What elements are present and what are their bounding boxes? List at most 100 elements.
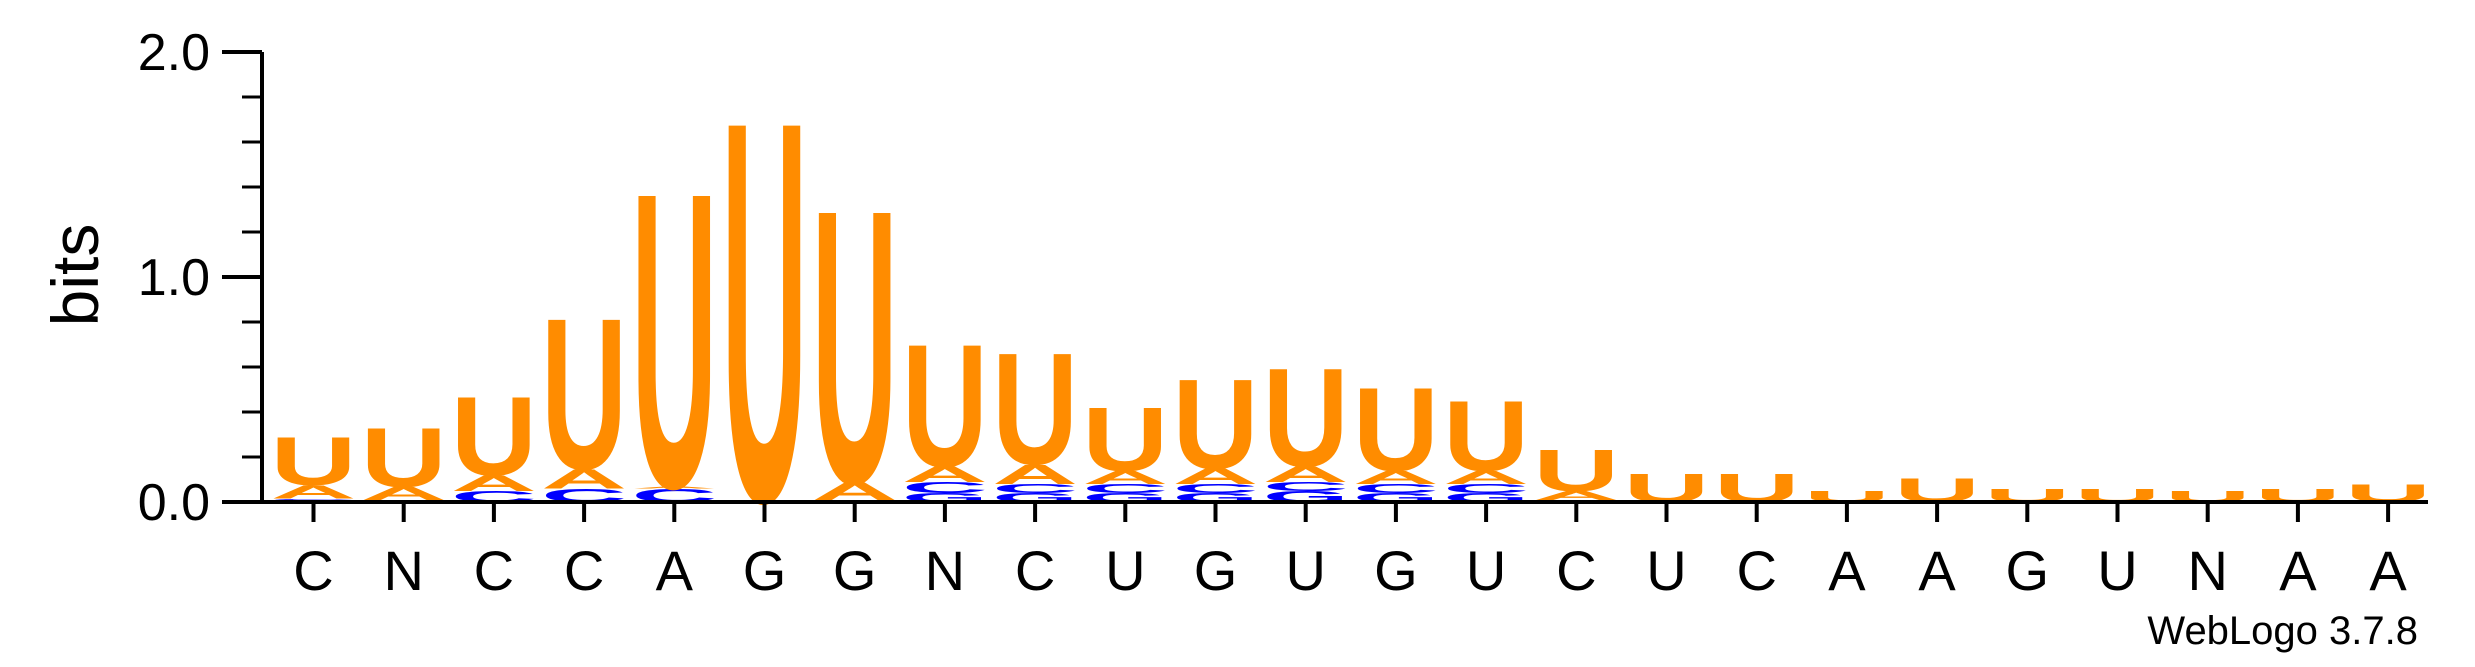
logo-glyph-c: C: [1173, 482, 1259, 496]
logo-glyph-a: A: [631, 486, 717, 489]
x-position-label: U: [2097, 539, 2137, 602]
svg-text:C: C: [1173, 482, 1259, 496]
svg-text:U: U: [1353, 364, 1439, 496]
svg-text:A: A: [541, 463, 627, 494]
logo-glyph-a: A: [992, 459, 1078, 490]
x-position-label: N: [383, 539, 423, 602]
svg-text:U: U: [451, 374, 537, 500]
svg-text:C: C: [902, 479, 988, 496]
axes-layer: 0.01.02.0C N C C A G G N C U G U G U C U C A A G U N A A: [138, 24, 2428, 602]
logo-glyph-c: C: [1082, 482, 1168, 496]
svg-text:C: C: [992, 482, 1078, 496]
x-position-label: G: [1194, 539, 1238, 602]
logo-glyph-u: U: [902, 309, 988, 504]
logo-glyph-a: A: [1173, 464, 1259, 488]
x-position-label: A: [2279, 539, 2317, 602]
logo-glyph-u: U: [1353, 364, 1439, 496]
svg-text:U: U: [902, 309, 988, 504]
logo-glyph-layer: GCAUCAUCAUCAUCAUAUCAUGCAUGCAUGCAUGCAUGCA…: [271, 7, 2432, 615]
x-position-label: C: [1736, 539, 1776, 602]
x-position-label: C: [1556, 539, 1596, 602]
logo-glyph-u: U: [451, 374, 537, 500]
x-position-label: G: [2006, 539, 2050, 602]
logo-glyph-c: C: [1263, 480, 1349, 494]
x-position-label: A: [1918, 539, 1956, 602]
svg-text:C: C: [1353, 482, 1439, 496]
x-position-label: U: [1105, 539, 1145, 602]
logo-glyph-u: U: [1263, 339, 1349, 496]
svg-text:C: C: [1443, 482, 1529, 496]
logo-glyph-u: U: [361, 410, 447, 505]
logo-glyph-c: C: [271, 498, 357, 501]
svg-text:U: U: [812, 130, 898, 566]
x-position-label: A: [2369, 539, 2407, 602]
svg-text:U: U: [541, 273, 627, 514]
svg-text:A: A: [902, 462, 988, 486]
svg-text:C: C: [1263, 480, 1349, 494]
svg-text:U: U: [992, 321, 1078, 498]
logo-glyph-u: U: [1533, 438, 1619, 504]
x-position-label: C: [1015, 539, 1055, 602]
logo-glyph-a: A: [1443, 467, 1529, 488]
svg-text:U: U: [1173, 353, 1259, 496]
logo-glyph-a: A: [1353, 467, 1439, 488]
logo-glyph-c: C: [902, 479, 988, 496]
logo-glyph-u: U: [812, 130, 898, 566]
logo-glyph-u: U: [722, 7, 808, 615]
logo-glyph-c: C: [1353, 482, 1439, 496]
x-position-label: U: [1466, 539, 1506, 602]
x-position-label: C: [564, 539, 604, 602]
y-tick-label: 2.0: [138, 24, 210, 82]
logo-glyph-u: U: [1443, 381, 1529, 493]
x-position-label: N: [925, 539, 965, 602]
svg-text:A: A: [1082, 467, 1168, 488]
x-position-label: G: [743, 539, 787, 602]
logo-glyph-a: A: [271, 482, 357, 503]
svg-text:U: U: [271, 423, 357, 500]
svg-text:U: U: [361, 410, 447, 505]
svg-text:A: A: [451, 471, 537, 495]
logo-glyph-a: A: [541, 463, 627, 494]
logo-glyph-c: C: [1443, 482, 1529, 496]
x-position-label: N: [2187, 539, 2227, 602]
svg-text:A: A: [992, 459, 1078, 490]
logo-glyph-u: U: [631, 104, 717, 576]
svg-text:A: A: [271, 482, 357, 503]
svg-text:U: U: [1533, 438, 1619, 504]
y-tick-label: 0.0: [138, 474, 210, 532]
logo-glyph-a: A: [1533, 489, 1619, 503]
svg-text:A: A: [1443, 467, 1529, 488]
logo-glyph-c: C: [992, 482, 1078, 496]
svg-text:A: A: [1533, 489, 1619, 503]
y-axis-label: bits: [38, 224, 112, 327]
svg-text:A: A: [1263, 462, 1349, 486]
svg-text:U: U: [1082, 390, 1168, 491]
svg-text:U: U: [1263, 339, 1349, 496]
y-tick-label: 1.0: [138, 249, 210, 307]
logo-glyph-u: U: [271, 423, 357, 500]
x-position-label: A: [656, 539, 694, 602]
svg-text:A: A: [1173, 464, 1259, 488]
x-position-label: U: [1646, 539, 1686, 602]
logo-glyph-a: A: [1082, 467, 1168, 488]
logo-glyph-a: A: [902, 462, 988, 486]
svg-text:A: A: [1353, 467, 1439, 488]
logo-glyph-a: A: [1263, 462, 1349, 486]
x-position-label: C: [474, 539, 514, 602]
logo-glyph-a: A: [451, 471, 537, 495]
x-position-label: G: [833, 539, 877, 602]
svg-text:A: A: [361, 483, 447, 504]
x-position-label: G: [1374, 539, 1418, 602]
x-position-label: C: [293, 539, 333, 602]
svg-text:U: U: [1443, 381, 1529, 493]
svg-text:A: A: [631, 486, 717, 489]
svg-text:U: U: [631, 104, 717, 576]
svg-text:C: C: [1082, 482, 1168, 496]
x-position-label: A: [1828, 539, 1866, 602]
svg-text:U: U: [722, 7, 808, 615]
x-position-label: U: [1285, 539, 1325, 602]
logo-glyph-u: U: [1082, 390, 1168, 491]
logo-glyph-u: U: [1173, 353, 1259, 496]
logo-glyph-u: U: [992, 321, 1078, 498]
